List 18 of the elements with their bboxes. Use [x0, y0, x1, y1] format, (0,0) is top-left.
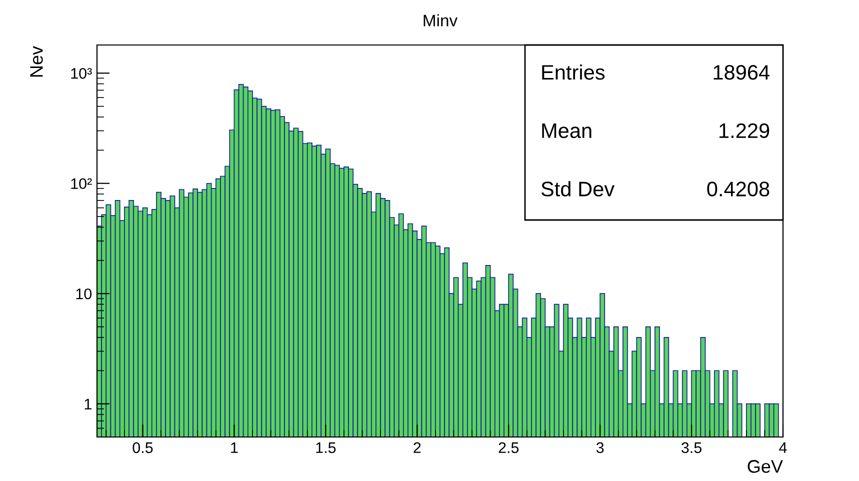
y-tick-label: 10²: [71, 178, 92, 190]
x-tick-label: 2: [414, 442, 421, 453]
chart-title: Minv: [424, 14, 458, 26]
text: Std Dev 0.4208: [541, 181, 770, 196]
y-tick-label: 10³: [71, 68, 92, 79]
x-tick-label: 1.5: [316, 442, 336, 454]
y-axis-title: Nev: [30, 46, 43, 77]
y-tick-label: 10: [76, 288, 92, 300]
x-tick-label: 3: [596, 442, 604, 454]
x-axis-title: GeV: [748, 460, 783, 473]
text: Entries 18964: [542, 64, 770, 80]
y-tick-label: 1: [84, 398, 92, 410]
x-tick-label: 2.5: [498, 442, 519, 454]
x-tick-label: 3.5: [682, 442, 702, 454]
x-tick-label: 1: [231, 442, 238, 453]
x-tick-label: 4: [779, 442, 787, 453]
x-tick-label: 0.5: [132, 442, 153, 454]
text: Mean 1.229: [542, 123, 770, 138]
